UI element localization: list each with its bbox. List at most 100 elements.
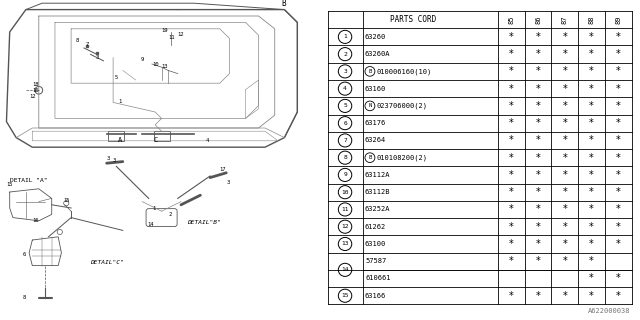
Text: 5: 5 (115, 75, 118, 80)
Text: *: * (589, 239, 594, 249)
Text: 2: 2 (343, 52, 347, 57)
Text: 15: 15 (6, 181, 13, 187)
Text: *: * (509, 49, 514, 59)
Text: *: * (563, 49, 567, 59)
Text: 9: 9 (343, 172, 347, 177)
Text: 63260A: 63260A (365, 51, 390, 57)
Text: *: * (509, 187, 514, 197)
Text: *: * (536, 84, 540, 94)
Text: *: * (563, 222, 567, 232)
Text: *: * (616, 101, 621, 111)
Text: *: * (563, 170, 567, 180)
Text: *: * (563, 101, 567, 111)
Text: *: * (536, 101, 540, 111)
Text: *: * (616, 187, 621, 197)
Text: 87: 87 (562, 15, 568, 24)
Text: *: * (589, 291, 594, 301)
Text: 010006160(10): 010006160(10) (376, 68, 431, 75)
Text: 3: 3 (107, 156, 110, 161)
Text: 86: 86 (535, 15, 541, 24)
Text: 10: 10 (152, 61, 158, 67)
Text: 4: 4 (205, 138, 209, 143)
Text: B: B (281, 0, 286, 8)
Text: B: B (368, 155, 372, 160)
Text: *: * (616, 222, 621, 232)
Text: 023706000(2): 023706000(2) (376, 103, 428, 109)
Text: 11: 11 (168, 35, 175, 40)
Text: 10: 10 (341, 190, 349, 195)
Text: 7: 7 (86, 42, 89, 47)
Text: 3: 3 (113, 157, 116, 163)
Text: *: * (616, 84, 621, 94)
Text: PARTS CORD: PARTS CORD (390, 15, 436, 24)
Text: *: * (616, 274, 621, 284)
Text: 8: 8 (22, 295, 26, 300)
Text: 12: 12 (178, 32, 184, 37)
Text: 12: 12 (29, 93, 36, 99)
Text: 19: 19 (161, 28, 168, 33)
Text: *: * (509, 153, 514, 163)
Text: *: * (589, 153, 594, 163)
Text: *: * (589, 101, 594, 111)
Text: *: * (563, 239, 567, 249)
Text: *: * (509, 32, 514, 42)
Text: *: * (616, 49, 621, 59)
Text: *: * (536, 118, 540, 128)
Text: 13: 13 (161, 64, 168, 69)
Text: *: * (509, 222, 514, 232)
Text: 63252A: 63252A (365, 206, 390, 212)
Text: *: * (536, 170, 540, 180)
Bar (154, 131, 170, 141)
Text: 3: 3 (95, 55, 99, 60)
Text: *: * (509, 204, 514, 214)
Text: *: * (509, 135, 514, 145)
Text: *: * (536, 66, 540, 76)
Text: *: * (536, 291, 540, 301)
Text: 17: 17 (220, 167, 227, 172)
Text: *: * (563, 135, 567, 145)
Text: *: * (616, 170, 621, 180)
Text: 13: 13 (341, 242, 349, 246)
Text: *: * (563, 84, 567, 94)
Text: *: * (509, 118, 514, 128)
Text: *: * (616, 32, 621, 42)
Text: 61262: 61262 (365, 224, 386, 230)
Text: 85: 85 (508, 15, 515, 24)
Text: 12: 12 (341, 224, 349, 229)
Text: 63166: 63166 (365, 293, 386, 299)
Text: 63160: 63160 (365, 86, 386, 92)
Text: *: * (536, 239, 540, 249)
Text: *: * (563, 66, 567, 76)
Text: 2: 2 (168, 212, 172, 217)
Text: DETAIL "A": DETAIL "A" (10, 179, 47, 183)
Text: *: * (509, 239, 514, 249)
Text: N: N (368, 103, 372, 108)
Text: *: * (589, 49, 594, 59)
Text: *: * (509, 291, 514, 301)
Text: *: * (589, 84, 594, 94)
Text: 5: 5 (343, 103, 347, 108)
Text: *: * (589, 256, 594, 266)
Text: 63264: 63264 (365, 137, 386, 143)
Text: *: * (563, 187, 567, 197)
Text: *: * (589, 118, 594, 128)
Text: 63100: 63100 (365, 241, 386, 247)
Text: 16: 16 (32, 218, 39, 223)
Text: DETAIL"C": DETAIL"C" (90, 260, 124, 265)
Text: A622000038: A622000038 (588, 308, 630, 314)
Text: 14: 14 (147, 221, 154, 227)
Text: *: * (563, 204, 567, 214)
Text: 88: 88 (589, 15, 595, 24)
Text: A: A (118, 137, 122, 143)
Text: *: * (589, 32, 594, 42)
Bar (108, 131, 124, 141)
Text: *: * (616, 66, 621, 76)
Text: 1: 1 (343, 34, 347, 39)
Text: *: * (563, 32, 567, 42)
Text: 15: 15 (341, 293, 349, 298)
Text: 63260: 63260 (365, 34, 386, 40)
Text: *: * (509, 170, 514, 180)
Text: *: * (563, 291, 567, 301)
Text: 11: 11 (341, 207, 349, 212)
Text: 16: 16 (32, 88, 39, 93)
